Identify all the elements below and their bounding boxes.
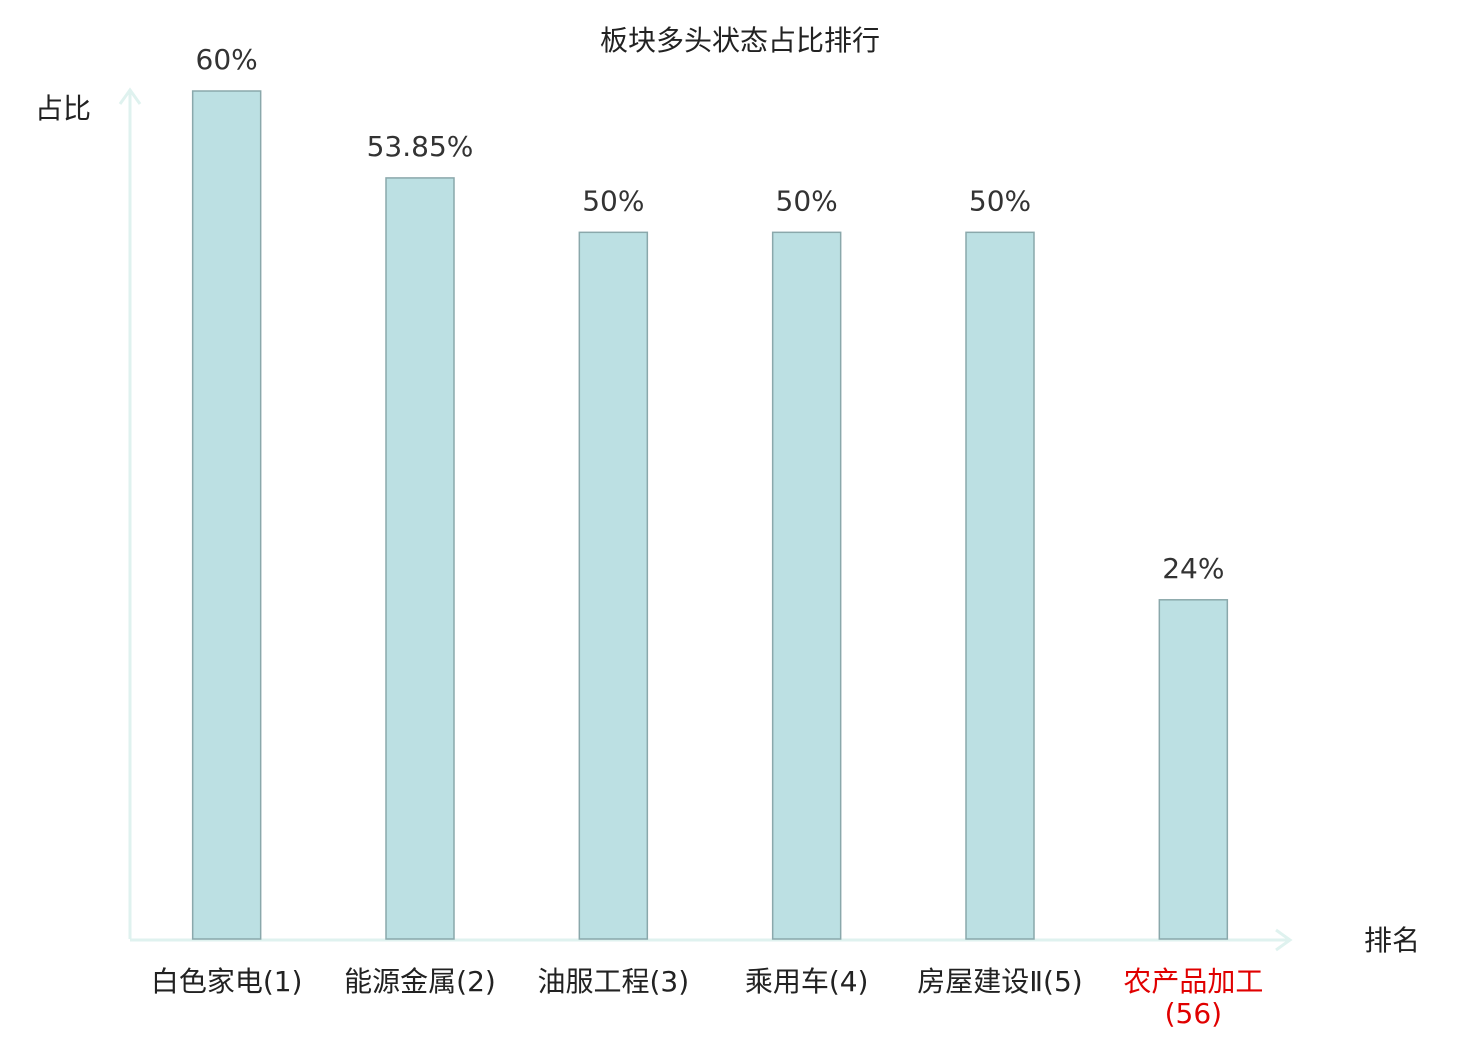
bar [1158,599,1229,940]
x-tick-label: 乘用车(4) [744,965,869,998]
chart-title: 板块多头状态占比排行 [600,24,880,57]
x-tick-label: 农产品加工(56) [1123,965,1264,1030]
value-label: 50% [969,184,1031,217]
x-tick-label: 房屋建设Ⅱ(5) [917,965,1083,998]
bar [578,231,649,940]
y-axis-label: 占比 [35,92,91,125]
x-tick-label: 白色家电(1) [150,965,303,998]
x-axis [130,928,1293,952]
value-label: 53.85% [367,130,474,163]
bar [965,231,1035,940]
bar [385,177,455,940]
value-label: 24% [1162,552,1224,585]
value-label: 60% [196,43,258,76]
x-tick-label: 油服工程(3) [537,965,690,998]
y-axis [118,87,142,939]
value-label: 50% [582,184,644,217]
x-tick-label: 能源金属(2) [344,965,496,998]
bar [191,90,262,940]
x-axis-label: 排名 [1364,924,1420,957]
bar [771,231,842,940]
value-label: 50% [776,184,838,217]
